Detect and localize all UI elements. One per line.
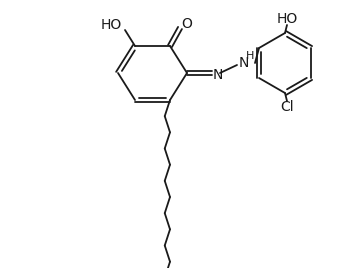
Text: N: N bbox=[213, 68, 223, 82]
Text: HO: HO bbox=[100, 18, 122, 32]
Text: Cl: Cl bbox=[280, 100, 294, 114]
Text: H: H bbox=[246, 51, 254, 61]
Text: O: O bbox=[182, 17, 193, 31]
Text: HO: HO bbox=[276, 12, 298, 26]
Text: N: N bbox=[239, 56, 249, 70]
